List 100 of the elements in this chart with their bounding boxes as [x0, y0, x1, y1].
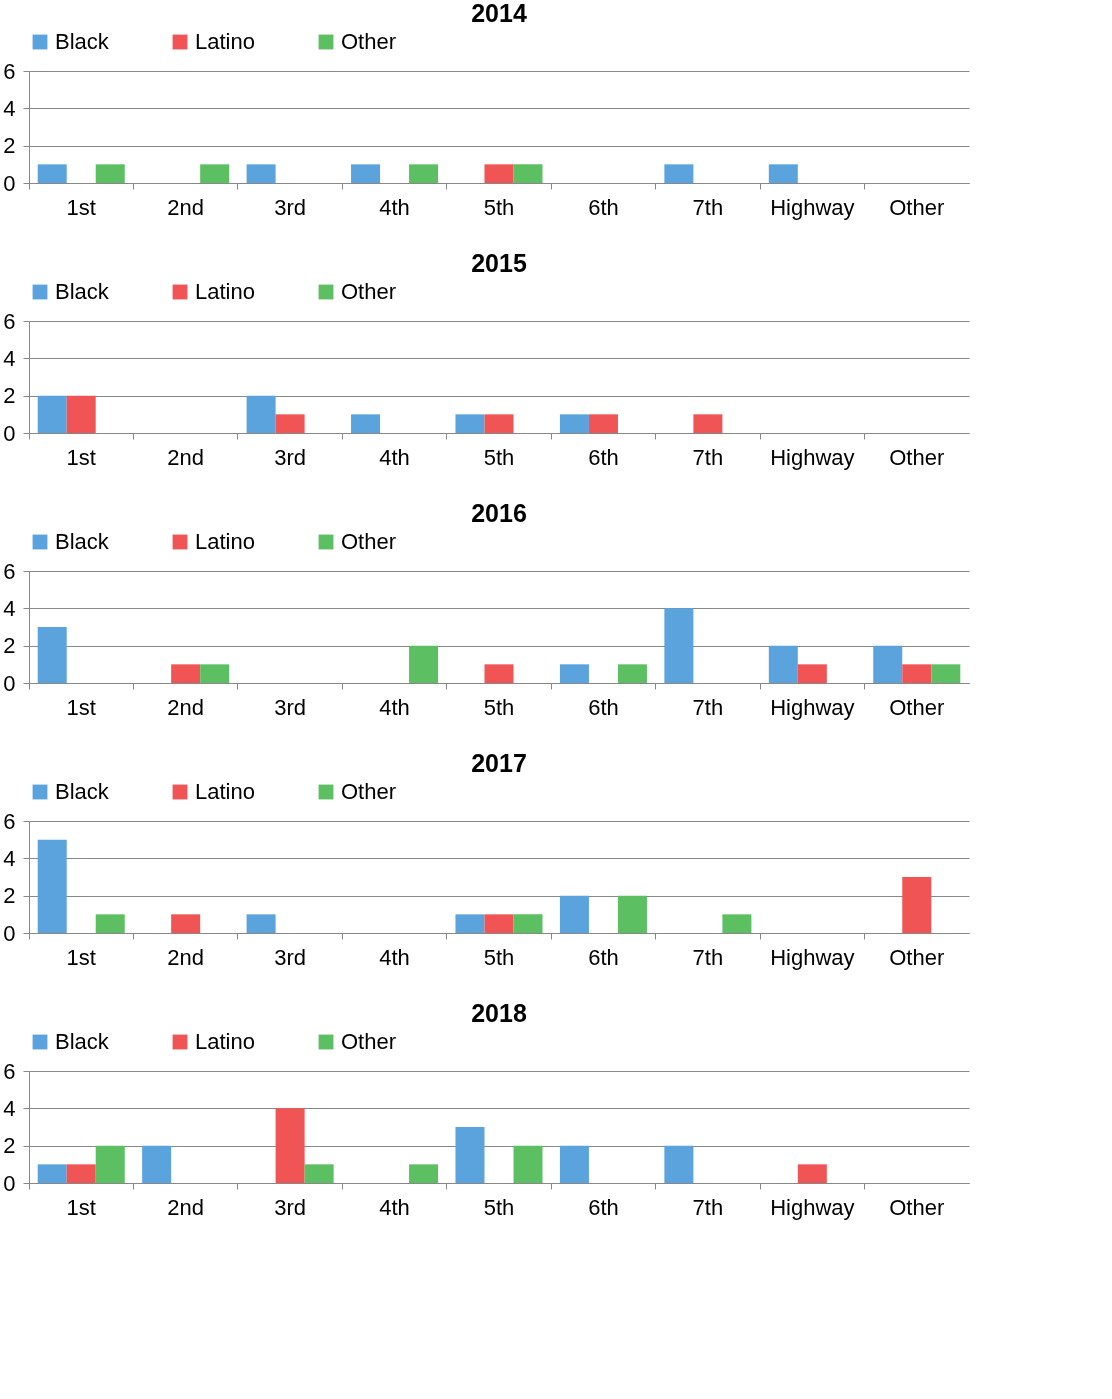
bar [664, 608, 694, 683]
y-tick-label: 4 [3, 345, 16, 371]
x-tick-label: 5th [483, 1194, 515, 1220]
bar [484, 914, 514, 933]
x-tick-label: 7th [692, 1194, 724, 1220]
bar [902, 664, 932, 683]
bar [171, 914, 201, 933]
bar [304, 1164, 334, 1183]
bar [37, 627, 67, 683]
y-tick-label: 6 [3, 58, 16, 84]
x-tick-label: 5th [483, 194, 515, 220]
x-tick-label: 3rd [274, 944, 307, 970]
y-tick-label: 2 [3, 133, 16, 159]
bar [37, 1164, 67, 1183]
x-tick-label: Highway [770, 694, 855, 720]
legend-label: Latino [195, 529, 255, 554]
x-tick-label: 6th [588, 1194, 619, 1220]
x-tick-label: 1st [66, 1194, 96, 1220]
x-tick-label: 6th [588, 944, 619, 970]
bar [902, 877, 932, 933]
legend-label: Black [55, 779, 110, 804]
x-tick-label: 2nd [167, 944, 205, 970]
x-tick-label: Other [889, 194, 945, 220]
chart-title: 2017 [471, 749, 527, 777]
bar [559, 1145, 589, 1183]
x-tick-label: 1st [66, 444, 96, 470]
x-tick-label: Highway [770, 194, 855, 220]
x-tick-label: 2nd [167, 694, 205, 720]
x-tick-label: 6th [588, 694, 619, 720]
y-tick-label: 2 [3, 883, 16, 909]
x-tick-label: 3rd [274, 694, 307, 720]
bar [484, 664, 514, 683]
y-tick-label: 2 [3, 633, 16, 659]
chart-title: 2015 [471, 249, 527, 277]
x-tick-label: Other [889, 1194, 945, 1220]
bar [455, 914, 485, 933]
legend-label: Black [55, 279, 110, 304]
x-tick-label: 7th [692, 194, 724, 220]
bar [275, 1108, 305, 1183]
legend-label: Black [55, 29, 110, 54]
bar [797, 664, 827, 683]
y-tick-label: 2 [3, 383, 16, 409]
x-tick-label: 6th [588, 444, 619, 470]
chart-title: 2014 [471, 0, 527, 27]
x-tick-label: 1st [66, 694, 96, 720]
y-tick-label: 6 [3, 808, 16, 834]
legend-label: Latino [195, 29, 255, 54]
y-tick-label: 4 [3, 595, 16, 621]
bar [200, 664, 230, 683]
x-tick-label: 4th [379, 694, 410, 720]
bar [931, 664, 961, 683]
chart-title: 2018 [471, 999, 527, 1027]
bar [95, 914, 125, 933]
x-tick-label: 2nd [167, 1194, 205, 1220]
y-tick-label: 0 [3, 170, 16, 196]
y-tick-label: 6 [3, 1058, 16, 1084]
bar [409, 1164, 439, 1183]
y-tick-label: 4 [3, 95, 16, 121]
y-tick-label: 0 [3, 670, 16, 696]
x-tick-label: 4th [379, 444, 410, 470]
bar [873, 645, 903, 683]
x-tick-label: 4th [379, 194, 410, 220]
legend-label: Latino [195, 1029, 255, 1054]
legend-label: Latino [195, 779, 255, 804]
x-tick-label: 1st [66, 944, 96, 970]
bar [559, 664, 589, 683]
y-tick-label: 0 [3, 1170, 16, 1196]
x-tick-label: 4th [379, 1194, 410, 1220]
y-tick-label: 4 [3, 1095, 16, 1121]
legend-label: Black [55, 529, 110, 554]
legend-label: Black [55, 1029, 110, 1054]
y-tick-label: 6 [3, 308, 16, 334]
x-tick-label: 7th [692, 444, 724, 470]
x-tick-label: Highway [770, 944, 855, 970]
bar [409, 645, 439, 683]
y-tick-label: 6 [3, 558, 16, 584]
legend-label: Other [341, 529, 397, 554]
x-tick-label: Highway [770, 444, 855, 470]
bar [171, 664, 201, 683]
bar [513, 1145, 543, 1183]
x-tick-label: 2nd [167, 194, 205, 220]
x-tick-label: 5th [483, 694, 515, 720]
bar [142, 1145, 172, 1183]
bar [722, 914, 752, 933]
x-tick-label: 4th [379, 944, 410, 970]
legend-label: Latino [195, 279, 255, 304]
bar [797, 1164, 827, 1183]
x-tick-label: 5th [483, 944, 515, 970]
x-tick-label: 2nd [167, 444, 205, 470]
x-tick-label: Other [889, 944, 945, 970]
bar [95, 1145, 125, 1183]
bar [66, 1164, 96, 1183]
x-tick-label: Other [889, 694, 945, 720]
bar [455, 1127, 485, 1183]
x-tick-label: 3rd [274, 444, 307, 470]
y-tick-label: 0 [3, 920, 16, 946]
x-tick-label: 7th [692, 694, 724, 720]
x-tick-label: 3rd [274, 194, 307, 220]
x-tick-label: Other [889, 444, 945, 470]
y-tick-label: 4 [3, 845, 16, 871]
